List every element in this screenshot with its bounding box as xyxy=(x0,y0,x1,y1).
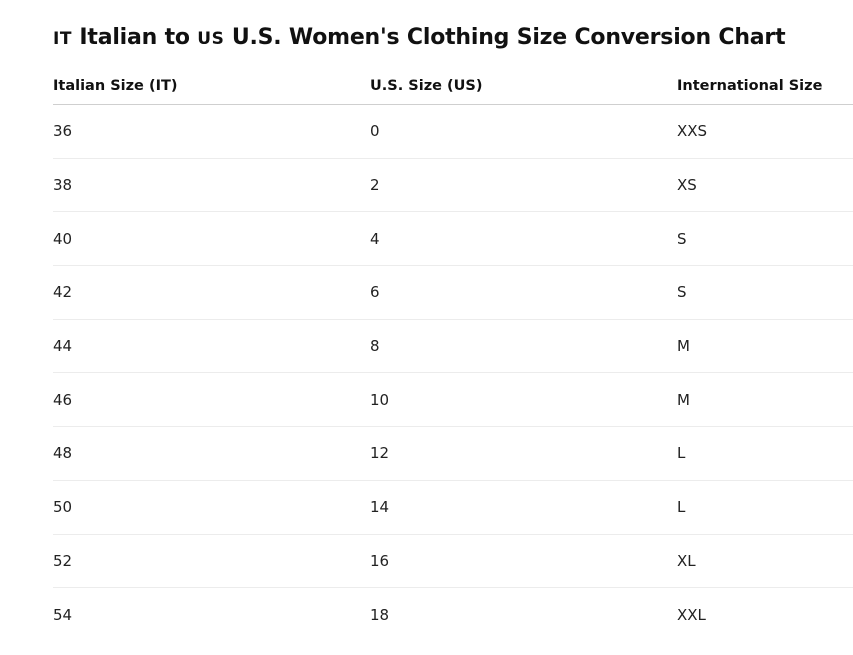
cell-italian-size: 52 xyxy=(53,551,73,570)
table-row: 54 18 XXL xyxy=(53,588,853,642)
cell-us-size: 0 xyxy=(370,122,380,141)
cell-international-size: XXS xyxy=(677,122,708,141)
table-row: 46 10 M xyxy=(53,373,853,428)
cell-us-size: 8 xyxy=(370,337,380,356)
us-flag-icon: US xyxy=(197,29,225,49)
cell-international-size: L xyxy=(677,498,686,517)
table-row: 48 12 L xyxy=(53,427,853,481)
cell-international-size: M xyxy=(677,390,690,409)
header-us-size: U.S. Size (US) xyxy=(370,77,483,94)
cell-us-size: 6 xyxy=(370,283,380,302)
cell-us-size: 18 xyxy=(370,606,390,625)
cell-italian-size: 38 xyxy=(53,176,73,195)
table-row: 36 0 XXS xyxy=(53,105,853,159)
cell-international-size: XS xyxy=(677,176,697,195)
size-conversion-table: Italian Size (IT) U.S. Size (US) Interna… xyxy=(53,67,853,642)
title-text-part-2: U.S. Women's Clothing Size Conversion Ch… xyxy=(231,25,786,50)
header-italian-size: Italian Size (IT) xyxy=(53,77,178,94)
cell-international-size: XL xyxy=(677,551,696,570)
cell-italian-size: 36 xyxy=(53,122,73,141)
cell-us-size: 2 xyxy=(370,176,380,195)
table-row: 40 4 S xyxy=(53,212,853,267)
table-header-row: Italian Size (IT) U.S. Size (US) Interna… xyxy=(53,67,853,105)
table-row: 42 6 S xyxy=(53,266,853,320)
cell-international-size: S xyxy=(677,229,687,248)
table-row: 50 14 L xyxy=(53,481,853,535)
cell-us-size: 14 xyxy=(370,498,390,517)
cell-international-size: L xyxy=(677,444,686,463)
cell-us-size: 10 xyxy=(370,390,390,409)
cell-international-size: XXL xyxy=(677,606,706,625)
header-international-size: International Size xyxy=(677,77,823,94)
cell-italian-size: 54 xyxy=(53,606,73,625)
cell-us-size: 16 xyxy=(370,551,390,570)
cell-international-size: S xyxy=(677,283,687,302)
cell-italian-size: 40 xyxy=(53,229,73,248)
italy-flag-icon: IT xyxy=(53,29,72,49)
cell-italian-size: 44 xyxy=(53,337,73,356)
page-title: IT Italian to US U.S. Women's Clothing S… xyxy=(53,24,786,53)
cell-italian-size: 48 xyxy=(53,444,73,463)
cell-us-size: 4 xyxy=(370,229,380,248)
cell-italian-size: 42 xyxy=(53,283,73,302)
table-row: 38 2 XS xyxy=(53,159,853,213)
cell-italian-size: 46 xyxy=(53,390,73,409)
table-row: 52 16 XL xyxy=(53,535,853,589)
cell-us-size: 12 xyxy=(370,444,390,463)
table-row: 44 8 M xyxy=(53,320,853,374)
cell-international-size: M xyxy=(677,337,690,356)
cell-italian-size: 50 xyxy=(53,498,73,517)
title-text-part-1: Italian to xyxy=(79,25,190,50)
